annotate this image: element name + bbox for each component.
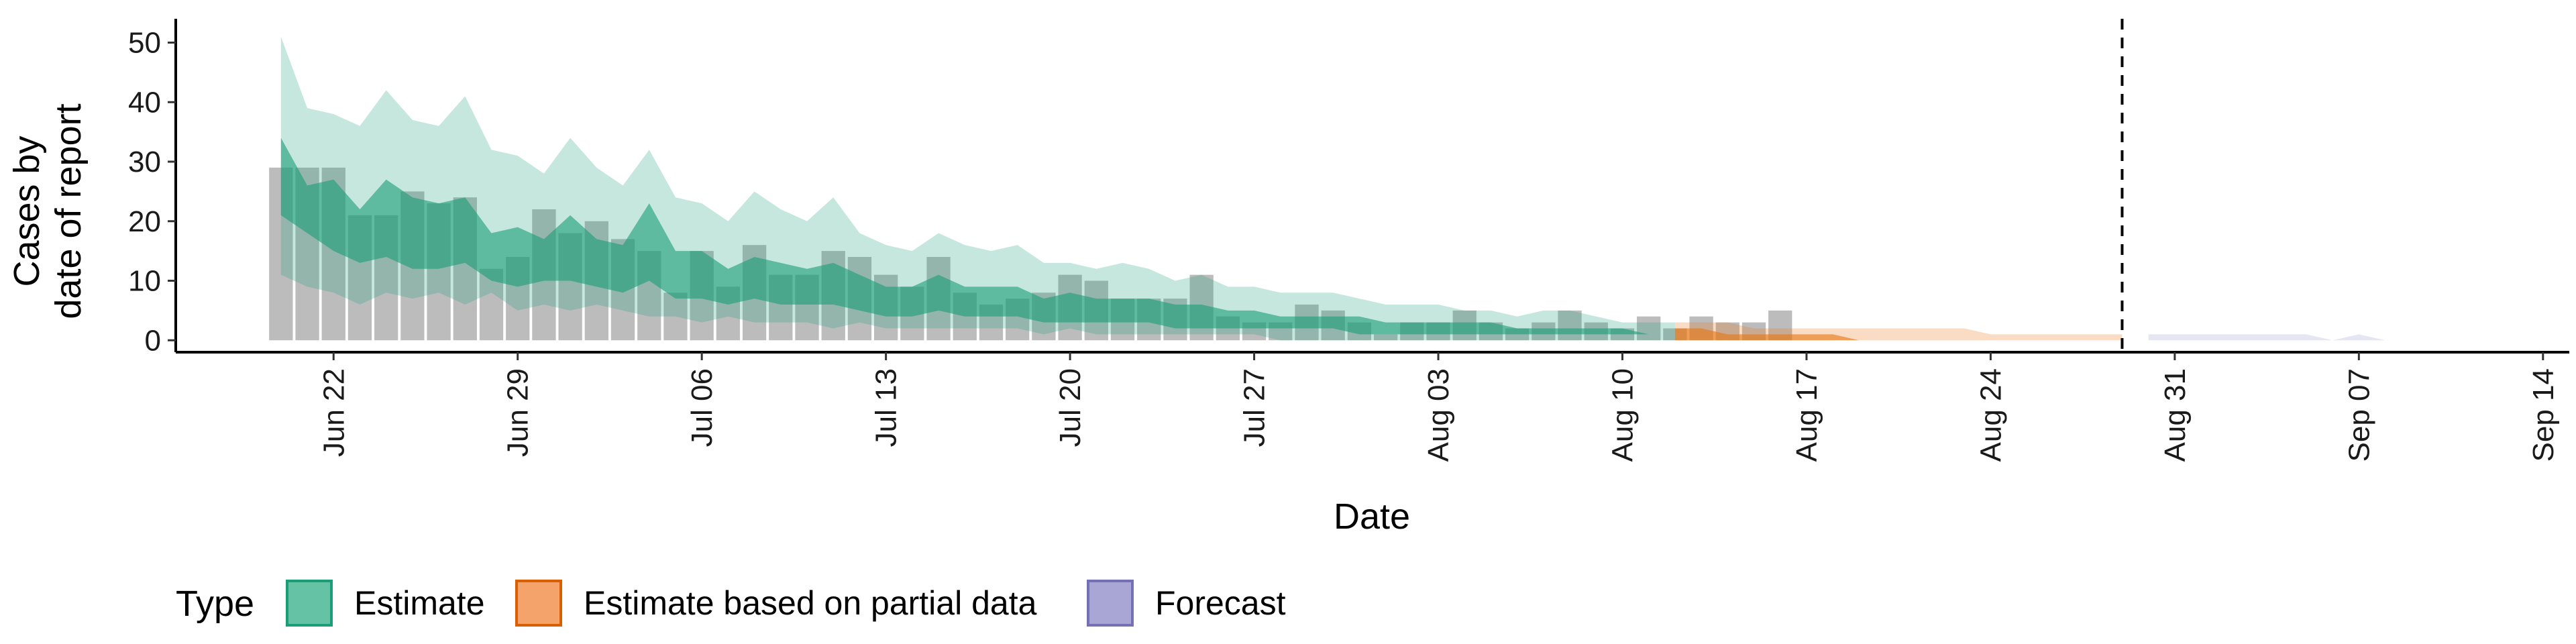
legend-swatch — [286, 580, 333, 627]
legend-label: Estimate based on partial data — [584, 584, 1037, 622]
x-tick-label: Aug 17 — [1790, 368, 1823, 462]
x-tick-label: Sep 14 — [2527, 368, 2560, 462]
x-axis-ticks: Jun 22 Jun 29 Jul 06 Jul 13 Jul 20 Jul 27 Aug … — [317, 352, 2560, 462]
legend-title: Type — [176, 584, 254, 624]
axes: 0 10 20 30 40 50 Jun 22 Jun 29 Jul 06 Jul 13 Jul … — [128, 19, 2569, 462]
legend-swatch — [515, 580, 562, 627]
x-tick-label: Aug 10 — [1607, 368, 1640, 462]
legend: Type Estimate Estimate based on partial d… — [176, 580, 1286, 627]
y-axis-ticks: 0 10 20 30 40 50 — [128, 27, 176, 357]
reported-case-bar — [663, 292, 688, 341]
y-tick-label: 50 — [128, 27, 161, 60]
x-tick-label: Jun 29 — [502, 368, 535, 457]
estimate-ribbons — [280, 36, 2491, 341]
legend-items: Estimate Estimate based on partial data Fo… — [286, 580, 1286, 627]
legend-swatch — [1087, 580, 1134, 627]
x-tick-label: Aug 24 — [1974, 368, 2007, 462]
y-axis-title: Cases by date of report — [7, 103, 89, 319]
x-tick-label: Jun 22 — [317, 368, 350, 457]
y-tick-label: 10 — [128, 265, 161, 298]
reported-case-bar — [1637, 316, 1661, 341]
legend-label: Estimate — [354, 584, 485, 622]
reported-case-bar — [1373, 334, 1398, 341]
x-tick-label: Jul 06 — [686, 368, 718, 447]
y-axis-title-line-2: date of report — [48, 103, 89, 319]
y-tick-label: 40 — [128, 86, 161, 119]
x-tick-label: Aug 03 — [1422, 368, 1455, 462]
y-tick-label: 0 — [145, 324, 161, 357]
forecast-outer-band — [2148, 334, 2491, 341]
estimate-based-on-partial-data-inner-band — [1674, 328, 2123, 341]
y-axis-title-line-1: Cases by — [7, 136, 47, 286]
x-tick-label: Sep 07 — [2343, 368, 2375, 462]
x-tick-label: Jul 13 — [870, 368, 903, 447]
x-tick-label: Jul 20 — [1054, 368, 1087, 447]
x-tick-label: Jul 27 — [1238, 368, 1271, 447]
estimate-inner-band — [280, 138, 1675, 335]
y-tick-label: 20 — [128, 205, 161, 238]
plot-area — [269, 19, 2491, 352]
y-tick-label: 30 — [128, 146, 161, 178]
x-axis-title: Date — [1334, 496, 1410, 537]
reported-case-bar — [1558, 310, 1582, 341]
x-tick-label: Aug 31 — [2159, 368, 2192, 462]
legend-label: Forecast — [1155, 584, 1286, 622]
